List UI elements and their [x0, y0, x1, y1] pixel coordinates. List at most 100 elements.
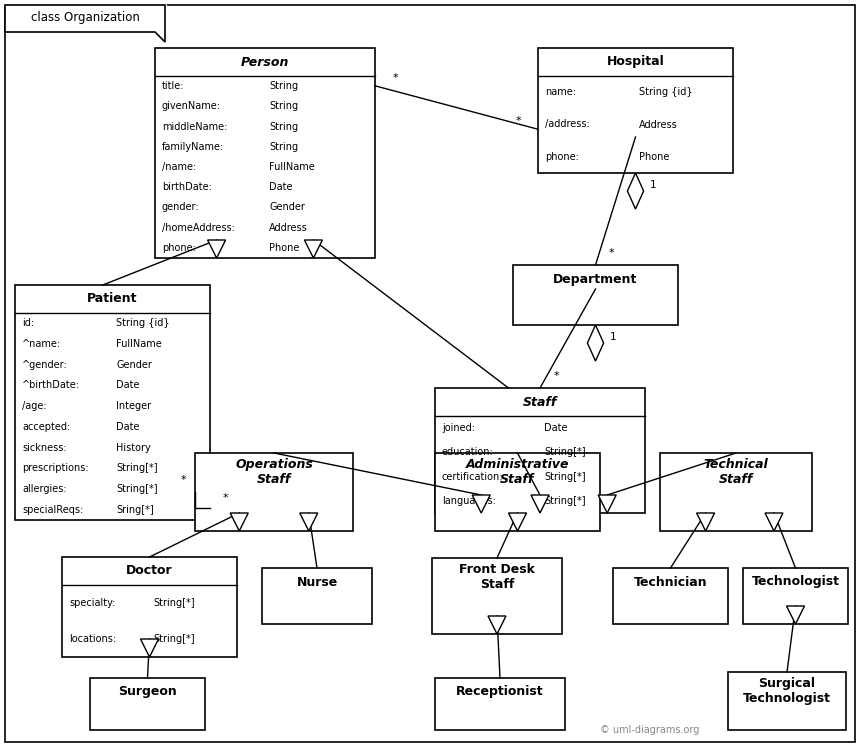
Text: *: * — [609, 248, 614, 258]
Text: *: * — [181, 475, 186, 485]
Bar — [613, 568, 728, 624]
Text: id:: id: — [22, 318, 34, 329]
Text: Phone: Phone — [639, 152, 670, 162]
Text: String[*]: String[*] — [153, 598, 194, 608]
Text: languages:: languages: — [442, 496, 496, 506]
Bar — [538, 48, 733, 173]
Bar — [435, 453, 600, 531]
Text: Technical
Staff: Technical Staff — [703, 458, 768, 486]
Text: String[*]: String[*] — [153, 634, 194, 644]
Text: Person: Person — [241, 55, 289, 69]
Text: title:: title: — [162, 81, 185, 91]
Text: FullName: FullName — [116, 339, 163, 349]
Text: Technologist: Technologist — [752, 575, 839, 589]
Text: education:: education: — [442, 447, 494, 457]
Text: Sring[*]: Sring[*] — [116, 505, 154, 515]
Text: ^birthDate:: ^birthDate: — [22, 380, 80, 391]
Text: name:: name: — [545, 87, 576, 97]
Text: Phone: Phone — [269, 243, 300, 253]
Text: Administrative
Staff: Administrative Staff — [466, 458, 569, 486]
Bar — [90, 678, 205, 730]
Text: Operations
Staff: Operations Staff — [235, 458, 313, 486]
Text: ^name:: ^name: — [22, 339, 61, 349]
Polygon shape — [230, 513, 249, 531]
Polygon shape — [300, 513, 317, 531]
Text: String[*]: String[*] — [116, 463, 158, 474]
Text: gender:: gender: — [162, 202, 200, 212]
Text: String: String — [269, 122, 298, 131]
Text: 1: 1 — [611, 332, 617, 342]
Text: String: String — [269, 142, 298, 152]
Polygon shape — [599, 495, 617, 513]
Text: String[*]: String[*] — [116, 484, 158, 494]
Text: Surgeon: Surgeon — [118, 686, 177, 698]
Text: /age:: /age: — [22, 401, 46, 411]
Text: locations:: locations: — [69, 634, 116, 644]
Bar — [513, 265, 678, 325]
Text: Patient: Patient — [87, 293, 138, 306]
Text: class Organization: class Organization — [31, 11, 139, 25]
Text: Integer: Integer — [116, 401, 151, 411]
Text: History: History — [116, 442, 151, 453]
Polygon shape — [587, 325, 604, 361]
Text: Staff: Staff — [523, 395, 557, 409]
Bar — [660, 453, 812, 531]
Text: phone:: phone: — [545, 152, 579, 162]
Polygon shape — [765, 513, 783, 531]
Text: © uml-diagrams.org: © uml-diagrams.org — [600, 725, 700, 735]
Polygon shape — [628, 173, 643, 209]
Polygon shape — [531, 495, 549, 513]
Text: /address:: /address: — [545, 120, 590, 129]
Bar — [15, 285, 210, 520]
Text: certification:: certification: — [442, 471, 503, 482]
Text: Date: Date — [116, 422, 140, 432]
Text: 1: 1 — [650, 180, 657, 190]
Text: String {id}: String {id} — [639, 87, 693, 97]
Bar — [728, 672, 846, 730]
Text: FullName: FullName — [269, 162, 315, 172]
Polygon shape — [304, 240, 322, 258]
Text: String {id}: String {id} — [116, 318, 170, 329]
Text: Doctor: Doctor — [126, 565, 173, 577]
Bar — [155, 48, 375, 258]
Polygon shape — [207, 240, 225, 258]
Polygon shape — [472, 495, 490, 513]
Polygon shape — [508, 513, 526, 531]
Polygon shape — [787, 606, 804, 624]
Text: prescriptions:: prescriptions: — [22, 463, 89, 474]
Text: givenName:: givenName: — [162, 102, 221, 111]
Bar — [262, 568, 372, 624]
Text: Front Desk
Staff: Front Desk Staff — [459, 563, 535, 591]
Text: Receptionist: Receptionist — [456, 686, 544, 698]
Bar — [435, 678, 565, 730]
Polygon shape — [488, 616, 506, 634]
Bar — [435, 388, 645, 513]
Text: /homeAddress:: /homeAddress: — [162, 223, 235, 232]
Text: specialty:: specialty: — [69, 598, 115, 608]
Text: sickness:: sickness: — [22, 442, 66, 453]
Text: Date: Date — [269, 182, 293, 192]
Text: Address: Address — [269, 223, 308, 232]
Text: Hospital: Hospital — [606, 55, 665, 69]
Text: specialReqs:: specialReqs: — [22, 505, 83, 515]
Bar — [62, 557, 237, 657]
Text: String: String — [269, 81, 298, 91]
Text: Date: Date — [544, 423, 568, 433]
Polygon shape — [697, 513, 715, 531]
Text: String: String — [269, 102, 298, 111]
Text: familyName:: familyName: — [162, 142, 224, 152]
Text: Address: Address — [639, 120, 679, 129]
Text: middleName:: middleName: — [162, 122, 227, 131]
Text: Technician: Technician — [634, 575, 707, 589]
Text: String[*]: String[*] — [544, 496, 586, 506]
Text: Gender: Gender — [116, 360, 152, 370]
Text: *: * — [222, 493, 228, 503]
Text: joined:: joined: — [442, 423, 475, 433]
Text: ^gender:: ^gender: — [22, 360, 68, 370]
Text: String[*]: String[*] — [544, 447, 586, 457]
Text: phone:: phone: — [162, 243, 196, 253]
Text: birthDate:: birthDate: — [162, 182, 212, 192]
Text: *: * — [515, 117, 521, 126]
Polygon shape — [140, 639, 158, 657]
Bar — [743, 568, 848, 624]
